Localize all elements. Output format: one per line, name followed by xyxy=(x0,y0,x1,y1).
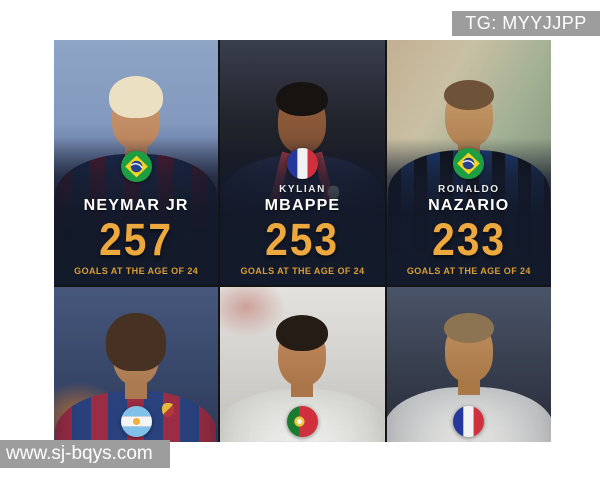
player-first-name: RONALDO xyxy=(437,184,500,195)
panel-ronaldo-nazario: RONALDO NAZARIO 233 GOALS AT THE AGE OF … xyxy=(386,40,551,285)
panel-mbappe: KYLIAN MBAPPE 253 GOALS AT THE AGE OF 24 xyxy=(220,40,385,285)
player-first-name: CRISTIANO xyxy=(268,441,337,442)
long-brown-hair xyxy=(106,313,167,371)
stat-stack: RONALDO NAZARIO 233 GOALS AT THE AGE OF … xyxy=(387,148,551,285)
brazil-flag-icon xyxy=(453,148,485,179)
panel-neymar: NEYMAR JR 257 GOALS AT THE AGE OF 24 xyxy=(54,40,219,285)
player-name: NAZARIO xyxy=(428,197,510,214)
argentina-flag-icon xyxy=(120,406,152,437)
site-watermark: www.sj-bqys.com xyxy=(0,440,170,468)
stat-stack: KARIM xyxy=(387,406,551,442)
panel-messi: LIONEL xyxy=(54,287,219,442)
stat-stack: LIONEL xyxy=(54,406,218,442)
goals-count: 253 xyxy=(265,214,340,265)
telegram-watermark: TG: MYYJJPP xyxy=(452,11,600,36)
portugal-flag-icon xyxy=(286,406,318,437)
france-flag-icon xyxy=(453,406,485,437)
shaved-hair xyxy=(443,80,494,110)
goals-caption: GOALS AT THE AGE OF 24 xyxy=(240,266,365,276)
short-hair xyxy=(276,82,329,116)
stat-stack: KYLIAN MBAPPE 253 GOALS AT THE AGE OF 24 xyxy=(220,148,384,285)
stat-stack: NEYMAR JR 257 GOALS AT THE AGE OF 24 xyxy=(54,151,218,285)
player-name: NEYMAR JR xyxy=(83,197,189,214)
panel-benzema: KARIM xyxy=(386,287,551,442)
brazil-flag-icon xyxy=(120,151,152,182)
goals-caption: GOALS AT THE AGE OF 24 xyxy=(406,266,531,276)
player-first-name: KYLIAN xyxy=(279,184,326,195)
buzzcut-hair xyxy=(443,313,494,343)
goals-count: 257 xyxy=(99,214,174,265)
stat-stack: CRISTIANO xyxy=(220,406,384,442)
barcelona-crest xyxy=(162,403,175,417)
player-first-name: KARIM xyxy=(448,441,489,442)
goals-caption: GOALS AT THE AGE OF 24 xyxy=(74,266,199,276)
france-flag-icon xyxy=(286,148,318,179)
goals-count: 233 xyxy=(431,214,506,265)
blonde-hair xyxy=(109,76,164,118)
panel-cristiano: CRISTIANO xyxy=(220,287,385,442)
players-grid: NEYMAR JR 257 GOALS AT THE AGE OF 24 xyxy=(54,40,551,442)
short-dark-hair xyxy=(276,315,329,351)
player-name: MBAPPE xyxy=(264,197,341,214)
